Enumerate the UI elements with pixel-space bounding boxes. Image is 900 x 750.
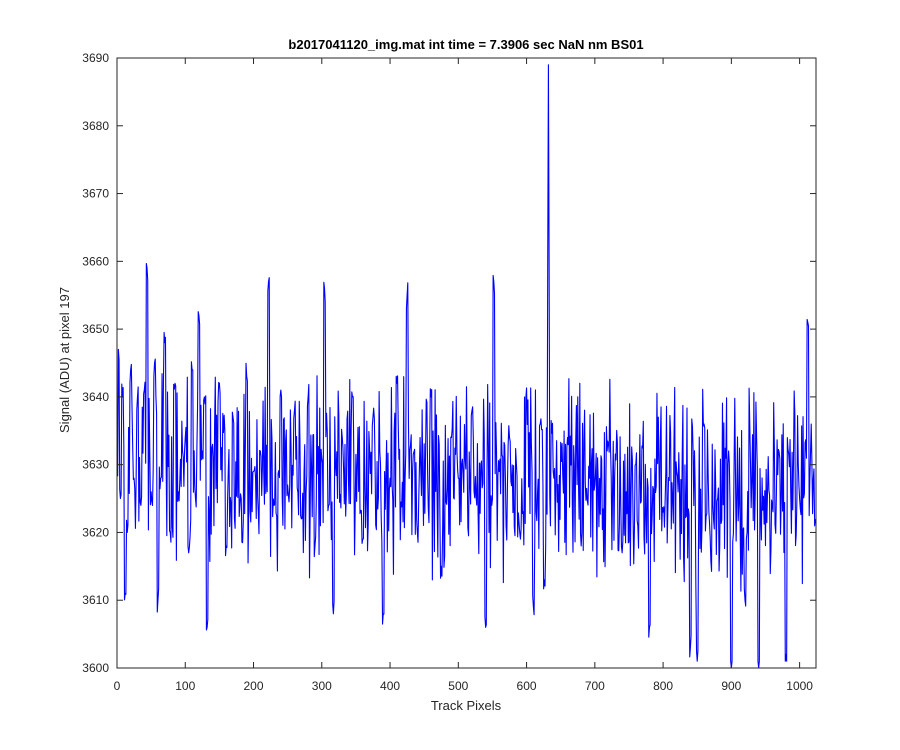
- x-tick-label: 100: [175, 679, 195, 693]
- x-tick-label: 500: [448, 679, 468, 693]
- y-tick-label: 3680: [82, 119, 109, 133]
- x-tick-label: 0: [114, 679, 121, 693]
- y-axis-ticks: 3600 3610 3620 3630 3640 3650 3660 3670 3680 3690: [82, 51, 816, 675]
- plot-background: [117, 58, 816, 668]
- x-tick-label: 400: [380, 679, 400, 693]
- y-tick-label: 3660: [82, 254, 109, 268]
- x-tick-label: 600: [517, 679, 537, 693]
- x-tick-label: 1000: [786, 679, 813, 693]
- series-layer: [116, 64, 816, 669]
- y-tick-label: 3620: [82, 525, 109, 539]
- axes: [116, 57, 817, 669]
- y-tick-label: 3650: [82, 322, 109, 336]
- y-tick-label: 3630: [82, 458, 109, 472]
- series-line: [116, 64, 816, 669]
- y-axis-label: Signal (ADU) at pixel 197: [57, 287, 72, 433]
- x-axis-label: Track Pixels: [431, 698, 502, 713]
- plot-area: [117, 58, 816, 668]
- x-tick-label: 200: [244, 679, 264, 693]
- y-tick-label: 3670: [82, 187, 109, 201]
- axes-box: [116, 57, 817, 669]
- y-tick-label: 3640: [82, 390, 109, 404]
- x-tick-label: 800: [653, 679, 673, 693]
- x-tick-label: 700: [585, 679, 605, 693]
- y-tick-label: 3690: [82, 51, 109, 65]
- x-tick-label: 300: [312, 679, 332, 693]
- x-tick-label: 900: [721, 679, 741, 693]
- chart-title: b2017041120_img.mat int time = 7.3906 se…: [288, 37, 643, 52]
- x-axis-ticks: 0 100 200 300 400 500 600 700 800 900 1000: [114, 58, 813, 693]
- y-tick-label: 3600: [82, 661, 109, 675]
- y-tick-label: 3610: [82, 593, 109, 607]
